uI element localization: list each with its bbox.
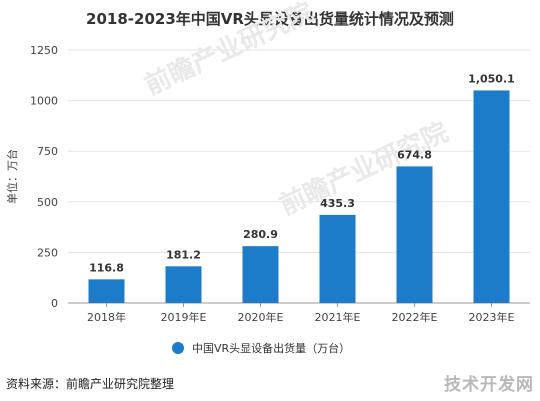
bar-0 (88, 279, 125, 303)
data-label: 1,050.1 (468, 72, 515, 85)
data-label: 674.8 (397, 148, 432, 161)
axes: 0 250 500 750 1000 1250 单位：万台 2018年 2019年E 2020年E… (5, 44, 515, 324)
value-labels: 116.8 181.2 280.9 435.3 674.8 1,050.1 (89, 72, 515, 274)
grid-lines (68, 49, 530, 304)
data-label: 116.8 (89, 261, 124, 274)
x-tick-label: 2018年 (87, 310, 126, 324)
bar-1 (165, 266, 202, 303)
chart-title: 2018-2023年中国VR头显设备出货量统计情况及预测 (86, 10, 454, 28)
legend-marker (172, 342, 184, 354)
y-tick-label: 1000 (30, 95, 58, 108)
y-tick-label: 250 (37, 246, 58, 259)
x-tick-label: 2020年E (238, 310, 284, 324)
y-tick-label: 750 (37, 145, 58, 158)
bars (88, 90, 510, 303)
y-tick-label: 1250 (30, 44, 58, 57)
data-label: 181.2 (166, 248, 201, 261)
source-note: 资料来源：前瞻产业研究院整理 (6, 377, 175, 391)
bar-2 (242, 246, 279, 303)
legend: 中国VR头显设备出货量（万台） (172, 341, 350, 355)
y-axis-label: 单位：万台 (5, 149, 19, 204)
x-tick-label: 2019年E (161, 310, 207, 324)
bar-3 (319, 214, 356, 303)
x-tick-label: 2023年E (469, 310, 515, 324)
y-tick-label: 0 (51, 297, 58, 310)
site-watermark: 技术开发网 (444, 375, 534, 395)
legend-label: 中国VR头显设备出货量（万台） (192, 341, 350, 355)
bar-5 (473, 90, 510, 303)
y-tick-label: 500 (37, 196, 58, 209)
data-label: 435.3 (320, 197, 355, 210)
x-tick-label: 2021年E (315, 310, 361, 324)
x-tick-label: 2022年E (392, 310, 438, 324)
background-watermark-0: 前瞻产业研究院 (140, 0, 318, 101)
data-label: 280.9 (243, 228, 278, 241)
bar-4 (396, 166, 433, 303)
